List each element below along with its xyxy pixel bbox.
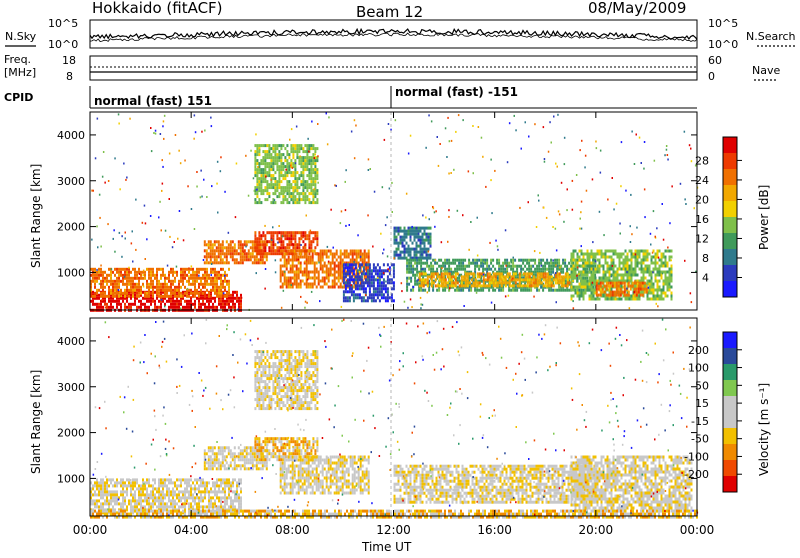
power-echo-region [254, 144, 318, 204]
velocity-colorbar-cell [723, 332, 737, 348]
velocity-colorbar-tick: 50 [695, 379, 709, 392]
noise-left-label: N.Sky [5, 30, 37, 43]
freq-tick-bottom: 8 [66, 70, 73, 83]
power-colorbar-cell [723, 137, 737, 153]
power-y-tick-label: 2000 [57, 221, 85, 234]
velocity-colorbar-cell [723, 412, 737, 428]
velocity-ylabel: Slant Range [km] [29, 370, 43, 474]
velocity-colorbar-tick: 200 [688, 344, 709, 357]
velocity-colorbar-tick: -200 [684, 468, 709, 481]
time-tick-label: 04:00 [174, 523, 209, 537]
power-colorbar-tick: 12 [695, 232, 709, 245]
cpid-label: CPID [4, 91, 33, 104]
station-title: Hokkaido (fitACF) [92, 0, 223, 17]
velocity-colorbar-label: Velocity [m s⁻¹] [757, 383, 771, 476]
freq-label-2: [MHz] [4, 66, 36, 79]
freq-tick-top: 18 [62, 54, 76, 67]
power-colorbar-label: Power [dB] [757, 185, 771, 250]
velocity-colorbar-tick: 15 [695, 397, 709, 410]
beam-title: Beam 12 [356, 3, 423, 21]
nave-label: Nave [752, 64, 780, 77]
noise-left-tick-top: 10^5 [48, 17, 78, 30]
velocity-colorbar-cell [723, 444, 737, 460]
power-colorbar-cell [723, 169, 737, 185]
velocity-colorbar-tick: -15 [691, 415, 709, 428]
velocity-colorbar-tick: -100 [684, 450, 709, 463]
velocity-y-tick-label: 3000 [57, 381, 85, 394]
time-tick-label: 00:00 [680, 523, 715, 537]
time-axis-label: Time UT [361, 540, 412, 554]
nave-tick-bottom: 0 [708, 70, 715, 83]
power-y-tick-label: 3000 [57, 175, 85, 188]
cpid-panel: CPID normal (fast) 151 normal (fast) -15… [4, 85, 697, 108]
noise-right-tick-bottom: 10^0 [708, 38, 738, 51]
power-echo-region [419, 272, 571, 287]
velocity-colorbar-cell [723, 428, 737, 444]
date-title: 08/May/2009 [588, 0, 686, 17]
noise-left-tick-bottom: 10^0 [48, 38, 78, 51]
freq-label-1: Freq. [4, 53, 31, 66]
power-colorbar-tick: 8 [702, 252, 709, 265]
velocity-colorbar-cell [723, 396, 737, 412]
time-tick-label: 08:00 [275, 523, 310, 537]
velocity-colorbar-tick: 100 [688, 362, 709, 375]
velocity-y-tick-label: 4000 [57, 335, 85, 348]
velocity-panel: 1000 2000 3000 4000 Slant Range [km] [29, 318, 698, 519]
velocity-colorbar-cell [723, 380, 737, 396]
power-ylabel: Slant Range [km] [29, 164, 43, 268]
time-tick-label: 00:00 [73, 523, 108, 537]
power-colorbar-cell [723, 281, 737, 297]
noise-sky-line [90, 29, 697, 39]
power-colorbar-tick: 24 [695, 174, 709, 187]
velocity-colorbar-tick: -50 [691, 433, 709, 446]
time-tick-label: 20:00 [579, 523, 614, 537]
noise-panel: N.Sky 10^5 10^0 10^5 10^0 N.Search [5, 17, 796, 51]
power-colorbar-tick: 4 [702, 271, 709, 284]
nave-tick-top: 60 [708, 54, 722, 67]
time-tick-label: 16:00 [477, 523, 512, 537]
power-colorbar-tick: 28 [695, 154, 709, 167]
power-y-tick-label: 4000 [57, 129, 85, 142]
freq-panel: Freq. [MHz] 18 8 60 0 Nave [4, 53, 780, 83]
power-colorbar-cell [723, 201, 737, 217]
velocity-colorbar-cell [723, 460, 737, 476]
velocity-y-tick-label: 1000 [57, 472, 85, 485]
power-colorbar-tick: 20 [695, 193, 709, 206]
velocity-colorbar-cell [723, 348, 737, 364]
power-colorbar-cell [723, 217, 737, 233]
velocity-echo-region [254, 350, 318, 410]
power-colorbar-cell [723, 185, 737, 201]
power-colorbar: 4 8 12 16 20 24 28 [695, 137, 742, 297]
power-colorbar-cell [723, 233, 737, 249]
cpid-segment-1: normal (fast) 151 [94, 94, 212, 108]
noise-right-label: N.Search [746, 30, 796, 43]
power-colorbar-cell [723, 153, 737, 169]
power-colorbar-cell [723, 265, 737, 281]
time-tick-label: 12:00 [376, 523, 411, 537]
velocity-colorbar-cell [723, 364, 737, 380]
power-colorbar-tick: 16 [695, 213, 709, 226]
power-panel: 1000 2000 3000 4000 Slant Range [km] [29, 112, 698, 312]
cpid-segment-2: normal (fast) -151 [395, 85, 518, 99]
power-y-tick-label: 1000 [57, 266, 85, 279]
velocity-y-tick-label: 2000 [57, 427, 85, 440]
velocity-colorbar-cell [723, 476, 737, 492]
power-colorbar-cell [723, 249, 737, 265]
noise-right-tick-top: 10^5 [708, 17, 738, 30]
